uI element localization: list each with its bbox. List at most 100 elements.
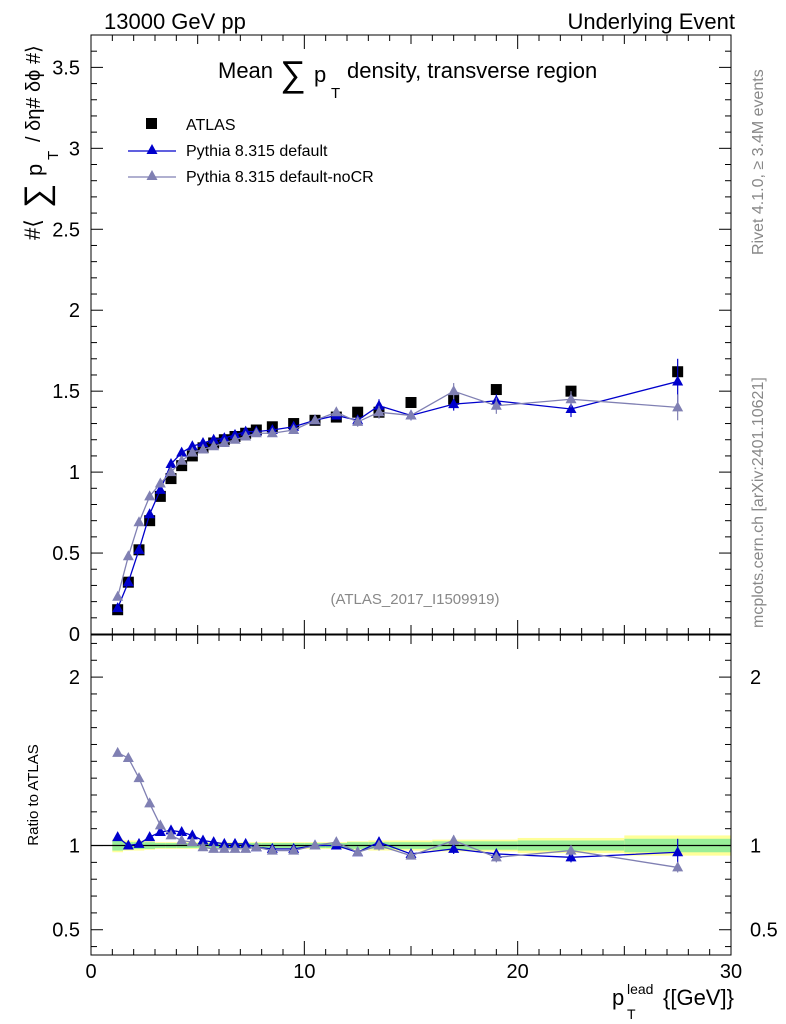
ratio-point-0: [165, 824, 177, 835]
main-point-1: [165, 458, 177, 469]
main-point-2: [672, 401, 684, 412]
plot-title: Mean ∑ p T density, transverse region: [218, 53, 597, 102]
main-point-2: [490, 399, 502, 410]
xtick-label: 20: [507, 961, 529, 983]
main-series-line-2: [117, 390, 678, 597]
main-panel: 0 0.5 1 1.5 2 2.5 3 3.5: [52, 34, 732, 646]
ratio-point-1: [208, 842, 220, 853]
atlas-point: [165, 473, 177, 485]
main-point-1: [154, 483, 166, 494]
ratio-axes: 0.5 0.51 12 20 10 20 30: [52, 635, 778, 983]
ratio-point-1: [218, 842, 230, 853]
ratio-panel: 0.5 0.51 12 20 10 20 30: [52, 634, 778, 983]
main-point-2: [229, 433, 241, 444]
main-ytick-label: 2: [69, 300, 80, 322]
ratio-point-1: [448, 834, 460, 845]
main-point-2: [165, 466, 177, 477]
legend-item-default: Pythia 8.315 default: [128, 143, 328, 160]
main-point-1: [112, 602, 124, 613]
ratio-point-1: [405, 849, 417, 860]
analysis-label: (ATLAS_2017_I1509919): [330, 591, 499, 608]
main-point-2: [266, 427, 278, 438]
ratio-point-1: [490, 851, 502, 862]
main-point-1: [565, 402, 577, 413]
main-point-2: [186, 446, 198, 457]
ratio-point-1: [133, 772, 145, 783]
main-point-2: [373, 406, 385, 417]
main-ytick-label: 3: [69, 138, 80, 160]
main-point-2: [144, 490, 156, 501]
legend-default-label: Pythia 8.315 default: [186, 143, 328, 160]
main-point-2: [448, 385, 460, 396]
main-frame: [90, 34, 732, 635]
main-point-2: [176, 454, 188, 465]
xtick-label: 0: [85, 961, 96, 983]
atlas-point: [176, 460, 188, 472]
main-point-2: [122, 550, 134, 561]
atlas-point: [154, 490, 166, 502]
legend-item-atlas: ATLAS: [146, 117, 236, 134]
atlas-point: [490, 384, 502, 396]
ratio-y-label: Ratio to ATLAS: [25, 744, 42, 845]
ratio-point-1: [288, 844, 300, 855]
main-point-1: [122, 576, 134, 587]
ratio-point-0: [186, 829, 198, 840]
ratio-point-0: [240, 837, 252, 848]
main-ytick-label: 3.5: [52, 57, 80, 79]
ratio-ytick-label-right: 2: [750, 667, 761, 689]
ratio-point-1: [672, 861, 684, 872]
xtick-label: 30: [720, 961, 742, 983]
main-marks: [112, 358, 684, 616]
ratio-point-1: [229, 842, 241, 853]
main-axes: 0 0.5 1 1.5 2 2.5 3 3.5: [52, 34, 732, 646]
ratio-ytick-label-right: 0.5: [750, 920, 778, 942]
ratio-frame: [90, 634, 732, 956]
ratio-point-1: [176, 834, 188, 845]
ratio-point-1: [565, 844, 577, 855]
main-point-1: [176, 446, 188, 457]
ratio-point-1: [352, 846, 364, 857]
ratio-point-0: [176, 826, 188, 837]
xlabel-unit: {[GeV]}: [663, 985, 734, 1010]
main-point-2: [240, 430, 252, 441]
ratio-point-0: [133, 837, 145, 848]
ratio-point-1: [309, 839, 321, 850]
xlabel-p: p: [612, 985, 624, 1010]
main-point-2: [250, 427, 262, 438]
ratio-point-1: [240, 842, 252, 853]
ylabel-rest: / δη# δϕ #⟩: [23, 45, 45, 142]
main-point-1: [133, 543, 145, 554]
legend-atlas-label: ATLAS: [186, 117, 236, 134]
main-point-1: [448, 398, 460, 409]
process-label: Underlying Event: [567, 9, 735, 34]
ylabel-hash: #⟨: [20, 219, 45, 240]
main-point-1: [672, 375, 684, 386]
ratio-point-0: [112, 831, 124, 842]
main-ytick-label: 1: [69, 462, 80, 484]
ratio-point-1: [154, 819, 166, 830]
ratio-point-1: [373, 839, 385, 850]
ratio-point-0: [144, 831, 156, 842]
main-point-1: [144, 508, 156, 519]
title-sub: T: [331, 85, 340, 102]
legend-nocr-marker: [146, 170, 158, 180]
main-point-2: [154, 477, 166, 488]
main-point-2: [218, 436, 230, 447]
main-point-1: [373, 399, 385, 410]
ratio-point-0: [208, 836, 220, 847]
atlas-point: [352, 406, 364, 418]
ratio-point-0: [448, 842, 460, 853]
legend-atlas-marker: [146, 118, 157, 129]
title-p: p: [314, 62, 326, 87]
main-point-2: [288, 424, 300, 435]
ratio-point-0: [229, 837, 241, 848]
ratio-ytick-label-right: 1: [750, 836, 761, 858]
ylabel-p: p: [22, 164, 47, 176]
ratio-point-0: [154, 826, 166, 837]
ratio-point-0: [122, 839, 134, 850]
main-series-line-1: [117, 380, 678, 609]
ratio-point-1: [330, 836, 342, 847]
ylabel-sub: T: [45, 151, 62, 160]
ratio-ytick-label: 0.5: [52, 920, 80, 942]
